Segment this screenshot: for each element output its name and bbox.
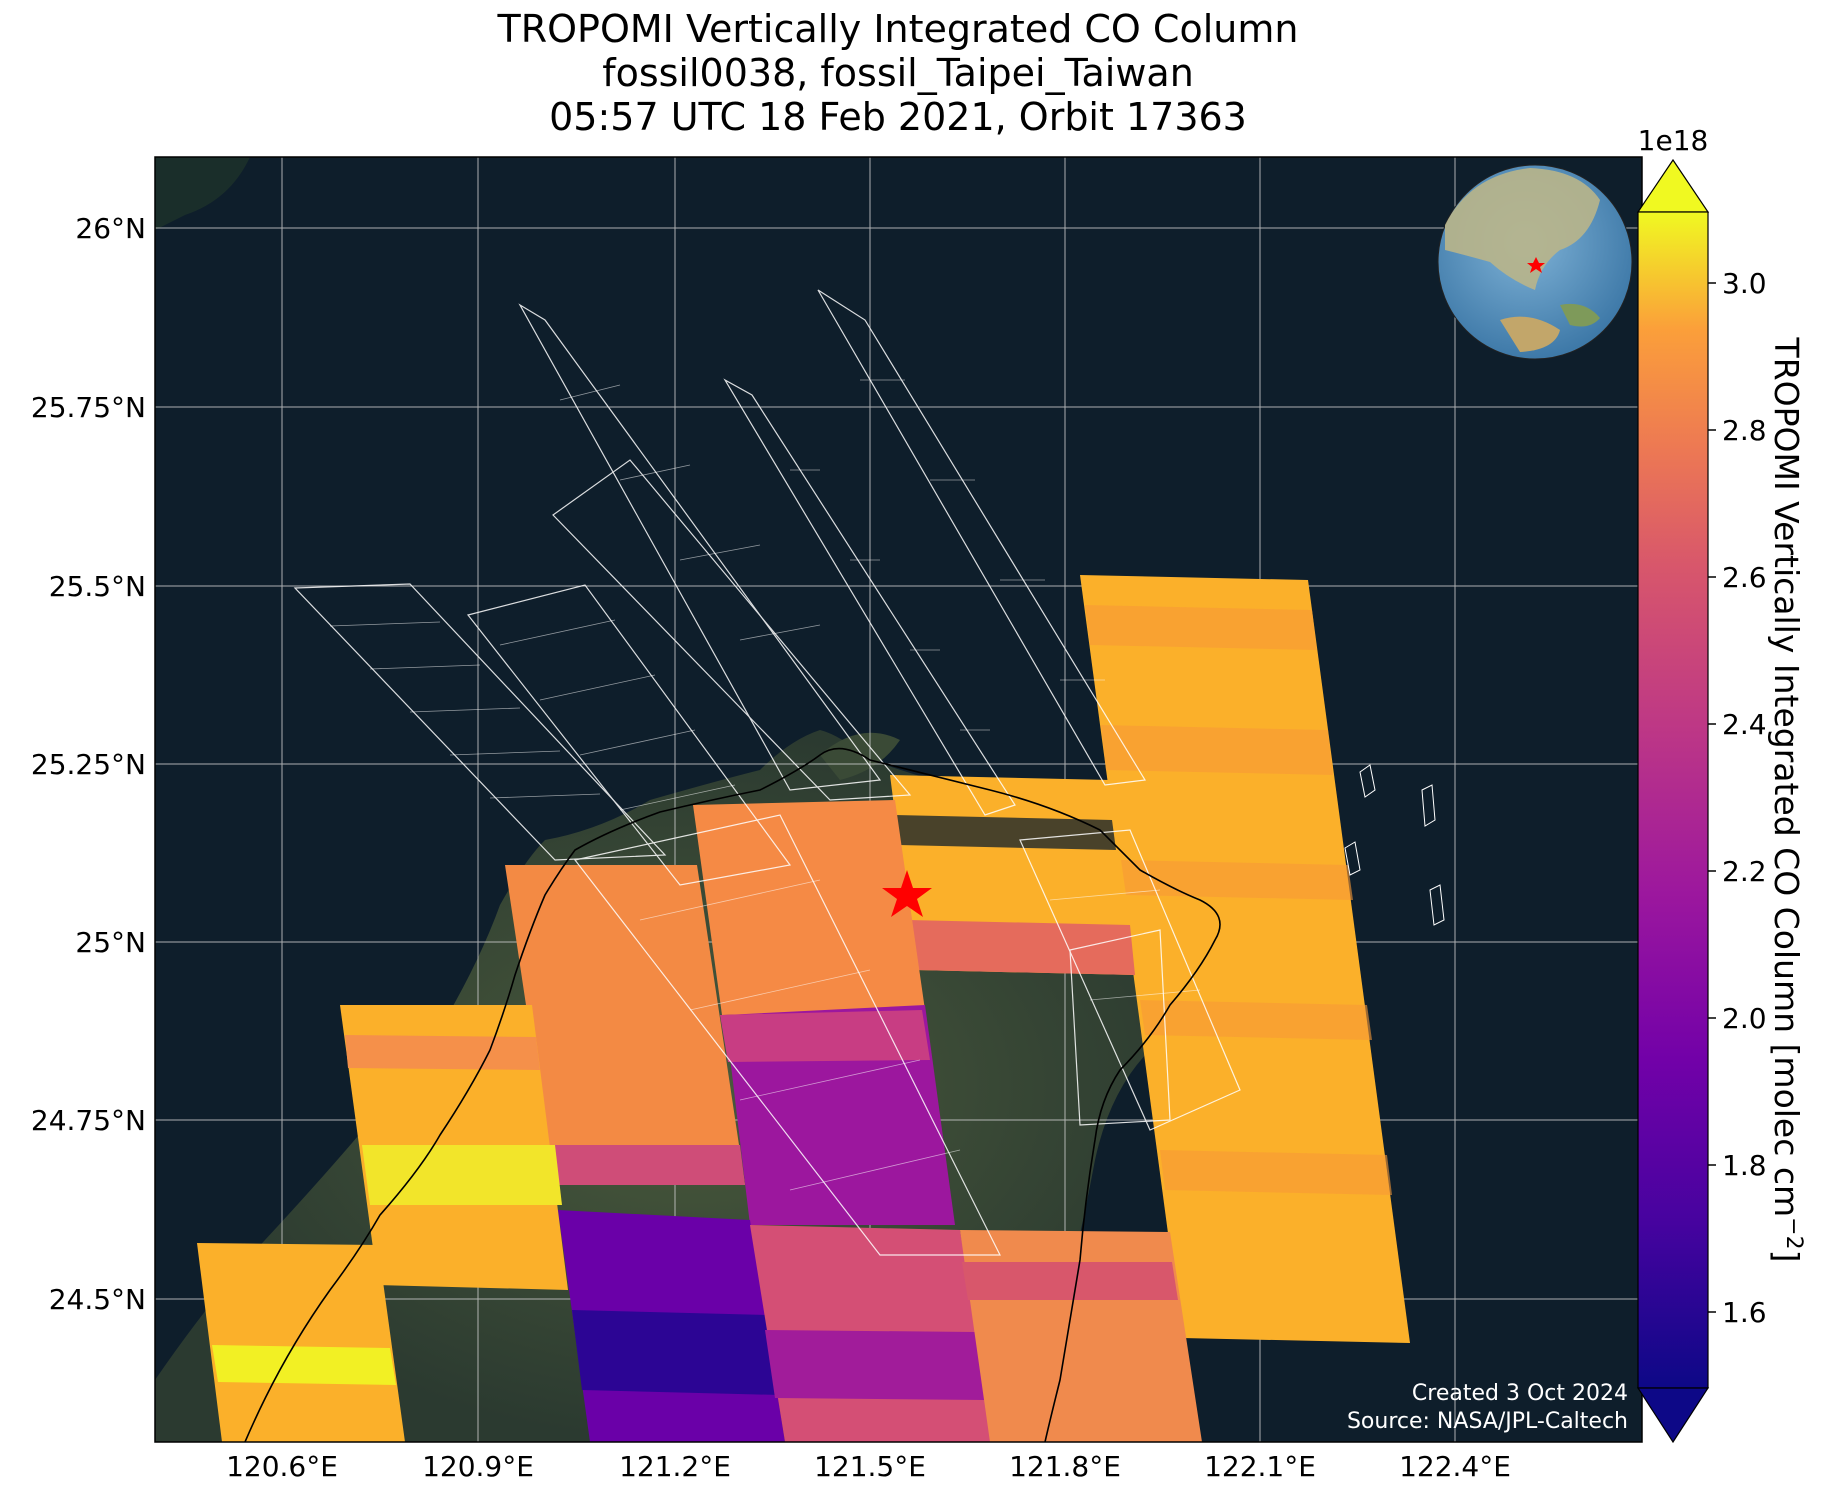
target-star bbox=[882, 870, 932, 917]
swath-south-mid-purple bbox=[765, 1330, 985, 1400]
colorbar: 1e18 1.6 1.8 2.0 2.2 2.4 2.6 2.8 3.0 TRO… bbox=[1636, 124, 1806, 1444]
credit-source: Source: NASA/JPL-Caltech bbox=[1347, 1409, 1628, 1434]
taiwan-north-cape bbox=[820, 732, 900, 780]
taiwan-coastline bbox=[244, 747, 1221, 1442]
lat-tick: 25.75°N bbox=[31, 391, 146, 424]
swath-darkblue-band bbox=[572, 1310, 780, 1395]
credit-created: Created 3 Oct 2024 bbox=[1412, 1381, 1628, 1406]
swath-left-yellow-bright bbox=[362, 1145, 562, 1205]
map-panel: Created 3 Oct 2024 Source: NASA/JPL-Calt… bbox=[155, 157, 1642, 1442]
lon-tick-labels: 120.6°E 120.9°E 121.2°E 121.5°E 121.8°E … bbox=[226, 1450, 1511, 1483]
lat-tick-labels: 26°N 25.75°N 25.5°N 25.25°N 25°N 24.75°N… bbox=[31, 212, 146, 1316]
title-line-2: fossil0038, fossil_Taipei_Taiwan bbox=[602, 51, 1194, 95]
title-line-3: 05:57 UTC 18 Feb 2021, Orbit 17363 bbox=[549, 95, 1247, 139]
colorbar-label: TROPOMI Vertically Integrated CO Column … bbox=[1767, 337, 1806, 1263]
swath-south-east-pink bbox=[962, 1262, 1178, 1300]
swath-north-strip-pink bbox=[908, 920, 1135, 975]
colorbar-label-sup: −2 bbox=[1781, 1217, 1806, 1249]
small-islands bbox=[1344, 764, 1445, 926]
lon-tick: 121.2°E bbox=[619, 1450, 731, 1483]
colorbar-tick-label: 2.4 bbox=[1722, 708, 1767, 741]
globe-marker bbox=[1527, 257, 1545, 273]
grid-hatching bbox=[329, 379, 1201, 1191]
colorbar-label-text: TROPOMI Vertically Integrated CO Column … bbox=[1767, 337, 1806, 1218]
lon-tick: 120.9°E bbox=[422, 1450, 534, 1483]
co-swaths bbox=[197, 575, 1410, 1442]
colorbar-tick-label: 2.0 bbox=[1722, 1002, 1767, 1035]
lat-tick: 24.5°N bbox=[49, 1283, 146, 1316]
inset-globe bbox=[1437, 164, 1633, 360]
colorbar-tick-label: 2.6 bbox=[1722, 561, 1767, 594]
colorbar-tick-label: 1.8 bbox=[1722, 1149, 1767, 1182]
title-line-1: TROPOMI Vertically Integrated CO Column bbox=[497, 7, 1299, 51]
swath-west-pink bbox=[545, 1145, 745, 1185]
swath-central-north bbox=[693, 800, 925, 1015]
lat-tick: 24.75°N bbox=[31, 1104, 146, 1137]
colorbar-body bbox=[1637, 211, 1709, 1389]
colorbar-tick-label: 2.8 bbox=[1722, 414, 1767, 447]
colorbar-extend-bottom bbox=[1636, 1387, 1710, 1444]
colorbar-label-end: ] bbox=[1767, 1250, 1806, 1263]
lon-tick: 121.5°E bbox=[814, 1450, 926, 1483]
colorbar-extend-top bbox=[1636, 158, 1710, 213]
lon-tick: 120.6°E bbox=[226, 1450, 338, 1483]
lon-tick: 122.4°E bbox=[1399, 1450, 1511, 1483]
lat-tick: 26°N bbox=[75, 212, 146, 245]
swath-west bbox=[505, 865, 745, 1185]
swath-far-left-bright bbox=[212, 1345, 396, 1385]
lon-tick: 121.8°E bbox=[1009, 1450, 1121, 1483]
swath-left-orange bbox=[345, 1035, 540, 1070]
swath-east-bands bbox=[1085, 605, 1392, 1195]
swath-south-east bbox=[960, 1230, 1202, 1442]
swath-north-strip-dark bbox=[895, 815, 1116, 850]
lat-tick: 25.25°N bbox=[31, 748, 146, 781]
lat-tick: 25.5°N bbox=[49, 570, 146, 603]
swath-purple-band bbox=[720, 1010, 930, 1062]
lon-tick: 122.1°E bbox=[1204, 1450, 1316, 1483]
colorbar-tick-label: 2.2 bbox=[1722, 855, 1767, 888]
lat-tick: 25°N bbox=[75, 926, 146, 959]
swath-far-left bbox=[197, 1243, 405, 1442]
retrieval-pixel-grids bbox=[293, 289, 1241, 1256]
colorbar-tick-label: 3.0 bbox=[1722, 267, 1767, 300]
colorbar-scale-label: 1e18 bbox=[1638, 124, 1709, 157]
colorbar-ticks bbox=[1708, 282, 1716, 1313]
mainland-coast-land bbox=[155, 157, 250, 230]
colorbar-tick-label: 1.6 bbox=[1722, 1296, 1767, 1329]
